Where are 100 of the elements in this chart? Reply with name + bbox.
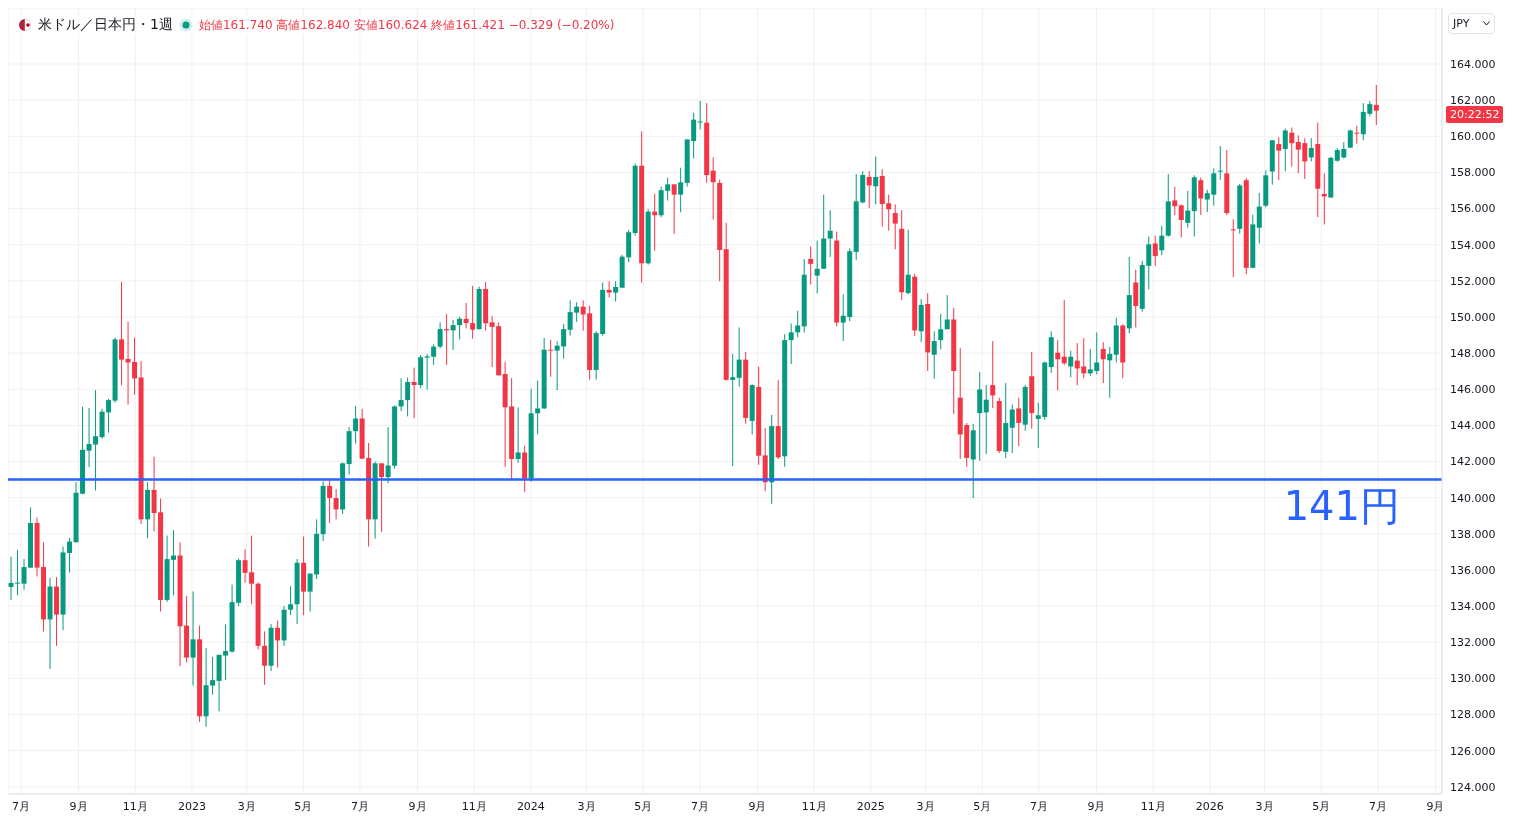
x-tick-label: 5月 (634, 799, 653, 813)
y-tick-label: 150.000 (1450, 310, 1496, 324)
candlestick (1055, 339, 1061, 392)
candlestick (457, 316, 463, 340)
y-tick-label: 138.000 (1450, 527, 1496, 541)
text: 20:22:52 (1446, 106, 1504, 123)
x-tick-label: 3月 (577, 799, 596, 813)
candlestick (463, 302, 469, 329)
candlestick (1100, 341, 1106, 384)
candlestick (613, 280, 619, 302)
candlestick (353, 405, 359, 445)
y-tick-label: 134.000 (1450, 599, 1496, 613)
x-tick-label: 7月 (351, 799, 369, 813)
candlestick (795, 310, 801, 338)
candlestick (106, 398, 112, 434)
candlestick (905, 229, 911, 295)
y-tick-label: 140.000 (1450, 491, 1496, 505)
x-tick-label: 11月 (122, 799, 148, 813)
candlestick (730, 353, 736, 467)
x-tick-label: 5月 (294, 799, 313, 813)
candlestick (275, 620, 281, 669)
candlestick (1159, 225, 1165, 256)
y-tick-label: 152.000 (1450, 274, 1496, 288)
candlestick (1185, 190, 1191, 229)
candlestick (827, 209, 833, 258)
candlestick (1289, 126, 1295, 168)
candlestick (535, 380, 541, 435)
y-tick-label: 142.000 (1450, 455, 1496, 469)
candlestick (1230, 218, 1236, 278)
x-tick-label: 9月 (69, 799, 88, 813)
candlestick (697, 100, 703, 130)
x-tick-label: 3月 (237, 799, 256, 813)
candlestick (990, 340, 996, 409)
y-tick-label: 148.000 (1450, 347, 1496, 361)
candlestick (736, 326, 742, 388)
candlestick (678, 167, 684, 213)
y-tick-label: 162.000 (1450, 94, 1496, 108)
candlestick (385, 426, 391, 484)
x-tick-label: 2023 (177, 799, 206, 813)
candlestick (977, 371, 983, 462)
candlestick (1152, 235, 1158, 267)
y-tick-label: 136.000 (1450, 563, 1496, 577)
candlestick (1373, 84, 1379, 126)
candlestick (1282, 128, 1288, 172)
candlestick (437, 321, 443, 349)
candlestick (814, 240, 820, 294)
candlestick (515, 406, 521, 464)
candlestick (944, 294, 950, 330)
candlestick (938, 313, 944, 350)
y-tick-label: 128.000 (1450, 708, 1496, 722)
x-tick-label: 2024 (516, 799, 545, 813)
candlestick (1068, 350, 1074, 378)
x-tick-label: 11月 (461, 799, 487, 813)
candlestick (119, 281, 125, 386)
candlestick (873, 156, 879, 205)
y-tick-label: 132.000 (1450, 636, 1496, 650)
candlestick (1217, 145, 1223, 181)
y-tick-label: 126.000 (1450, 744, 1496, 758)
x-tick-label: 7月 (12, 799, 30, 813)
candlestick (788, 322, 794, 365)
text: JPY (1453, 17, 1470, 30)
candlestick (470, 285, 476, 340)
candlestick (1198, 177, 1204, 216)
candlestick (1178, 203, 1184, 238)
candlestick (1347, 128, 1353, 149)
x-tick-label: 11月 (1140, 799, 1166, 813)
candlestick (327, 479, 333, 524)
y-tick-label: 160.000 (1450, 130, 1496, 144)
text: 始値161.740 高値162.840 安値160.624 終値161.421 −0.329 (−0.20%) (198, 16, 615, 34)
candlestick (1172, 186, 1178, 216)
y-tick-label: 156.000 (1450, 202, 1496, 216)
candlestick (866, 170, 872, 209)
candlestick (1009, 404, 1015, 454)
x-tick-label: 9月 (1087, 799, 1106, 813)
candlestick (1061, 299, 1067, 366)
y-tick-label: 146.000 (1450, 383, 1496, 397)
x-tick-label: 3月 (916, 799, 935, 813)
candlestick (1276, 136, 1282, 181)
candlestick (405, 377, 411, 417)
ref-line-label: 141円 (1283, 483, 1400, 529)
x-tick-label: 7月 (690, 799, 709, 813)
x-tick-label: 11月 (801, 799, 827, 813)
candlestick (307, 573, 313, 612)
y-tick-label: 164.000 (1450, 57, 1496, 71)
candlestick (671, 183, 677, 235)
candlestick (1308, 137, 1314, 162)
x-tick-label: 5月 (1312, 799, 1331, 813)
candlestick (1354, 125, 1360, 145)
candlestick (554, 340, 560, 391)
candlestick (379, 462, 385, 533)
x-tick-label: 2025 (856, 799, 885, 813)
candlestick (808, 245, 814, 285)
candlestick (1133, 269, 1139, 328)
candlestick (710, 156, 716, 221)
candlestick (288, 585, 294, 616)
y-tick-label: 154.000 (1450, 238, 1496, 252)
y-tick-label: 124.000 (1450, 780, 1496, 794)
candlestick (892, 203, 898, 250)
x-tick-label: 9月 (408, 799, 427, 813)
y-tick-label: 144.000 (1450, 419, 1496, 433)
